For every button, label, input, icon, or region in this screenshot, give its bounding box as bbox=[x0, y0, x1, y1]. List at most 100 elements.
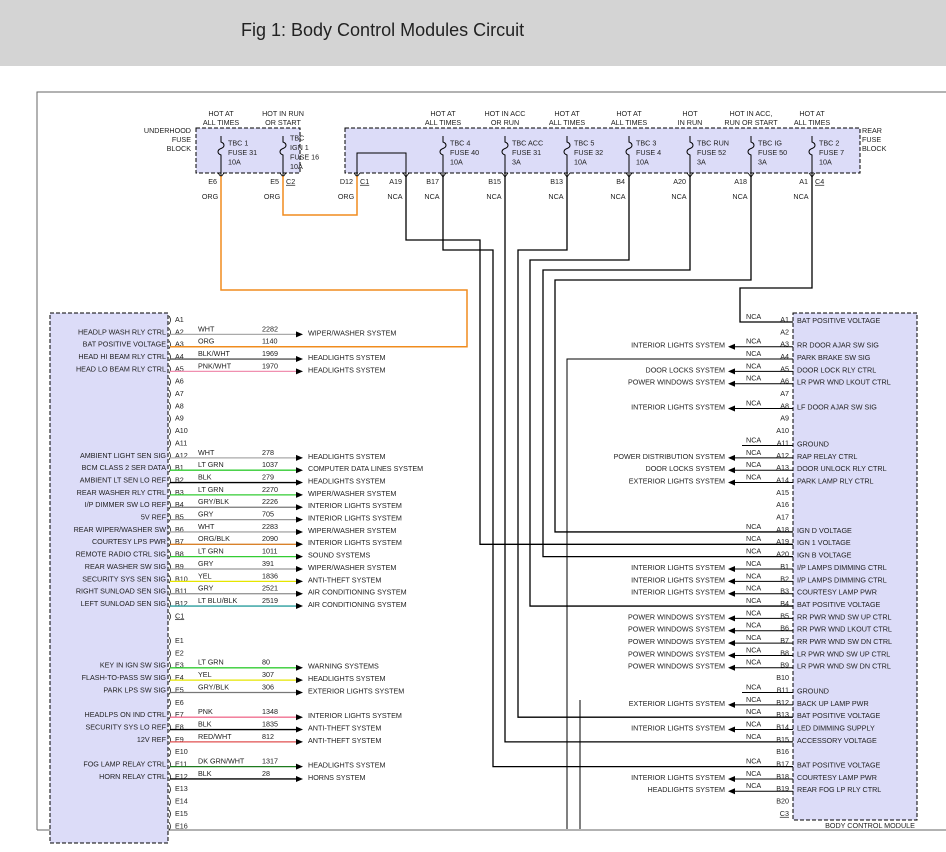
wire bbox=[170, 176, 468, 348]
circuit-number: 812 bbox=[262, 732, 274, 741]
wire-color: NCA bbox=[793, 192, 808, 201]
pin-label: E3 bbox=[175, 661, 184, 670]
pin-label: A7 bbox=[175, 389, 184, 398]
pin-label: A2 bbox=[780, 327, 789, 336]
pin-bracket bbox=[168, 587, 171, 596]
wire-color: NCA bbox=[387, 192, 402, 201]
function-label: KEY IN IGN SW SIG bbox=[100, 661, 167, 670]
fuse-label: TBC 3 bbox=[636, 138, 656, 147]
function-label: IGN 1 VOLTAGE bbox=[797, 538, 851, 547]
pin-label: B17 bbox=[776, 760, 789, 769]
function-label: REAR FOG LP RLY CTRL bbox=[797, 785, 881, 794]
circuit-number: 307 bbox=[262, 670, 274, 679]
wire-color: NCA bbox=[486, 192, 501, 201]
pin-label: B8 bbox=[175, 550, 184, 559]
function-label: DOOR UNLOCK RLY CTRL bbox=[797, 464, 887, 473]
pin-label: B1 bbox=[780, 562, 789, 571]
circuit-number: 2090 bbox=[262, 534, 278, 543]
pin-label: B10 bbox=[175, 574, 188, 583]
pin-bracket bbox=[168, 562, 171, 572]
wire-color: NCA bbox=[746, 757, 761, 766]
wire-color: LT GRN bbox=[198, 658, 224, 667]
wire-color: NCA bbox=[746, 312, 761, 321]
fuse-label: FUSE 52 bbox=[697, 148, 726, 157]
pin-label: C1 bbox=[175, 611, 184, 620]
function-label: RR DOOR AJAR SW SIG bbox=[797, 341, 879, 350]
wire-color: LT GRN bbox=[198, 460, 224, 469]
pin-label: B2 bbox=[780, 574, 789, 583]
fuse-label: TBC 1 bbox=[228, 138, 248, 147]
pin-bracket bbox=[168, 426, 171, 436]
pin-label: A10 bbox=[776, 426, 789, 435]
wire-color: PNK bbox=[198, 707, 213, 716]
function-label: BAT POSITIVE VOLTAGE bbox=[797, 711, 881, 720]
pin-bracket bbox=[168, 809, 171, 819]
pin-bracket bbox=[168, 649, 171, 658]
pin-label: B9 bbox=[780, 661, 789, 670]
destination: POWER DISTRIBUTION SYSTEM bbox=[614, 452, 725, 461]
pin-bracket bbox=[168, 661, 171, 671]
pin-label: C3 bbox=[780, 809, 789, 818]
destination: HEADLIGHTS SYSTEM bbox=[648, 785, 725, 794]
wire-color: NCA bbox=[746, 608, 761, 617]
wire bbox=[517, 176, 793, 718]
function-label: FLASH-TO-PASS SW SIG bbox=[82, 673, 167, 682]
destination: INTERIOR LIGHTS SYSTEM bbox=[631, 341, 725, 350]
function-label: LEFT SUNLOAD SEN SIG bbox=[81, 599, 167, 608]
fuse-heading: HOT AT bbox=[554, 109, 580, 118]
wire-color: NCA bbox=[746, 547, 761, 556]
fuse-symbol bbox=[217, 136, 225, 176]
pin-bracket bbox=[168, 501, 171, 510]
arrow bbox=[728, 368, 735, 375]
wire-color: WHT bbox=[198, 448, 215, 457]
destination: HEADLIGHTS SYSTEM bbox=[308, 761, 385, 770]
pin-label: B4 bbox=[780, 599, 789, 608]
pin-label: A3 bbox=[780, 340, 789, 349]
pin-label: B4 bbox=[616, 177, 625, 186]
fuse-heading: RUN OR START bbox=[724, 118, 778, 127]
pin-bracket bbox=[168, 822, 171, 831]
wire-color: NCA bbox=[746, 658, 761, 667]
pin-label: A1 bbox=[799, 177, 808, 186]
pin-label: E6 bbox=[208, 177, 217, 186]
pin-label: E16 bbox=[175, 821, 188, 830]
pin-label: A18 bbox=[734, 177, 747, 186]
pin-label: B11 bbox=[777, 685, 789, 694]
function-label: BAT POSITIVE VOLTAGE bbox=[797, 600, 881, 609]
wire-color: BLK/WHT bbox=[198, 349, 231, 358]
arrow bbox=[296, 516, 303, 523]
destination: EXTERIOR LIGHTS SYSTEM bbox=[308, 686, 404, 695]
pin-label: A4 bbox=[780, 352, 789, 361]
fuse-heading: ALL TIMES bbox=[611, 118, 648, 127]
arrow bbox=[296, 479, 303, 486]
fuse-heading: OR RUN bbox=[491, 118, 519, 127]
pin-label: B10 bbox=[776, 673, 789, 682]
wire-color: NCA bbox=[746, 621, 761, 630]
destination: COMPUTER DATA LINES SYSTEM bbox=[308, 464, 423, 473]
destination: HEADLIGHTS SYSTEM bbox=[308, 365, 385, 374]
pin-label: C1 bbox=[360, 177, 369, 186]
function-label: BACK UP LAMP PWR bbox=[797, 699, 869, 708]
arrow bbox=[296, 677, 303, 684]
destination: INTERIOR LIGHTS SYSTEM bbox=[631, 588, 725, 597]
pin-bracket bbox=[168, 698, 171, 708]
pin-bracket bbox=[168, 451, 171, 461]
pin-label: B19 bbox=[776, 784, 789, 793]
pin-label: B12 bbox=[776, 698, 789, 707]
function-label: FOG LAMP RELAY CTRL bbox=[83, 760, 166, 769]
wire-color: NCA bbox=[746, 695, 761, 704]
fuse-label: TBC 2 bbox=[819, 138, 839, 147]
wire-color: GRY bbox=[198, 559, 214, 568]
wire-color: NCA bbox=[732, 192, 747, 201]
function-label: DOOR LOCK RLY CTRL bbox=[797, 365, 876, 374]
pin-label: A3 bbox=[175, 340, 184, 349]
function-label: BAT POSITIVE VOLTAGE bbox=[797, 761, 881, 770]
pin-label: E15 bbox=[175, 809, 188, 818]
fuse-symbol bbox=[501, 136, 509, 176]
fuse-symbol bbox=[439, 136, 447, 176]
fuse-label: FUSE 32 bbox=[574, 148, 603, 157]
fuse-label: FUSE 50 bbox=[758, 148, 787, 157]
arrow bbox=[296, 726, 303, 733]
wire-color: NCA bbox=[746, 337, 761, 346]
pin-label: A15 bbox=[776, 488, 789, 497]
